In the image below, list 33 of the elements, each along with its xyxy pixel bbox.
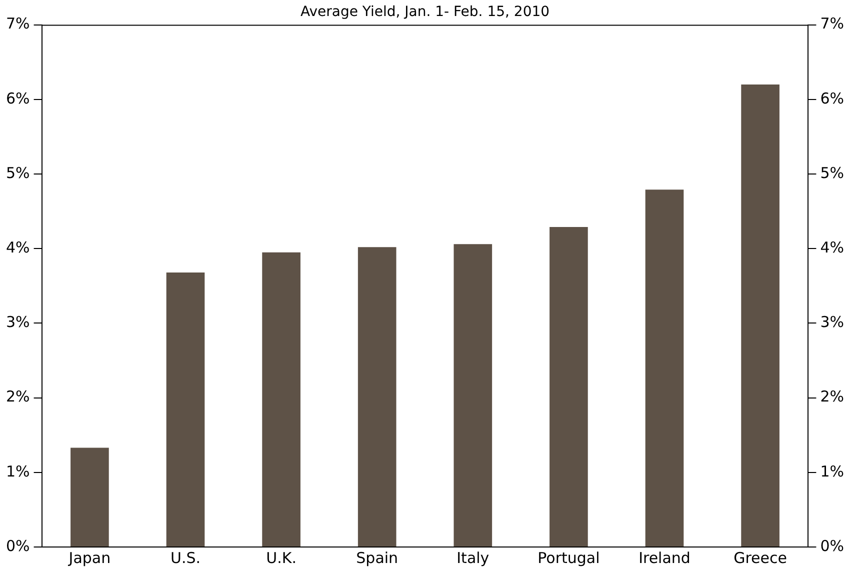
y2-tick-label: 3% — [820, 313, 844, 332]
y2-tick-label: 4% — [820, 238, 844, 256]
bar — [70, 448, 109, 546]
y-tick-label: 3% — [6, 313, 30, 332]
y2-tick-label: 6% — [820, 89, 844, 108]
bar — [741, 84, 780, 546]
bar — [262, 252, 300, 546]
y-tick-label: 7% — [6, 14, 30, 33]
y-tick-label: 4% — [6, 238, 30, 256]
y2-tick-label: 1% — [820, 462, 844, 480]
x-tick-label: Spain — [356, 548, 398, 567]
x-tick-label: Italy — [456, 548, 490, 567]
x-tick-label: U.K. — [266, 548, 296, 567]
y2-tick-label: 0% — [820, 536, 844, 555]
x-tick-label: U.S. — [170, 548, 201, 567]
y-tick-label: 0% — [6, 536, 30, 555]
y-tick-label: 5% — [6, 164, 30, 182]
y2-tick-label: 7% — [820, 14, 844, 33]
x-tick-label: Ireland — [638, 548, 690, 567]
y2-tick-label: 2% — [820, 388, 844, 406]
bar — [645, 190, 684, 546]
y-tick-label: 2% — [6, 388, 30, 406]
bar — [454, 244, 492, 546]
y-tick-label: 1% — [6, 462, 30, 480]
x-tick-label: Japan — [68, 548, 111, 567]
x-tick-label: Portugal — [538, 548, 600, 567]
bar — [166, 272, 205, 546]
bar — [358, 247, 396, 546]
chart-title: Average Yield, Jan. 1- Feb. 15, 2010 — [300, 4, 550, 20]
x-tick-label: Greece — [734, 548, 788, 567]
y2-tick-label: 5% — [820, 164, 844, 182]
y-tick-label: 6% — [6, 89, 30, 108]
bar — [550, 226, 588, 546]
